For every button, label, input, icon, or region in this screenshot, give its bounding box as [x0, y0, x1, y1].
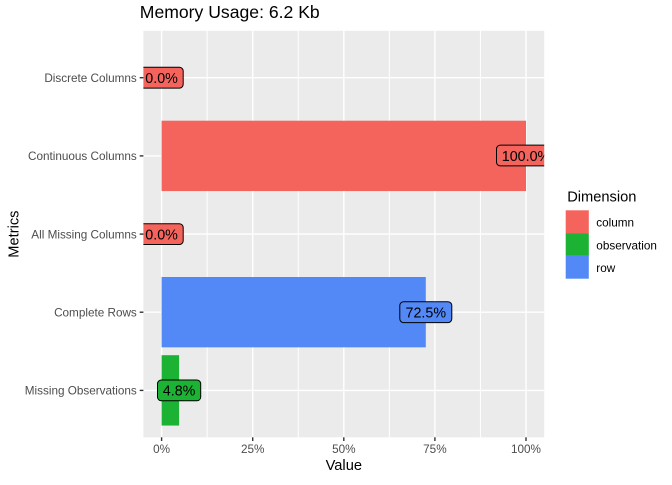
svg-text:0.0%: 0.0% [145, 227, 178, 243]
svg-text:Dimension: Dimension [567, 189, 636, 205]
svg-text:column: column [596, 217, 634, 230]
svg-text:50%: 50% [332, 443, 355, 456]
svg-text:Complete Rows: Complete Rows [54, 306, 137, 319]
svg-text:25%: 25% [241, 443, 264, 456]
svg-text:0%: 0% [153, 443, 170, 456]
svg-text:All Missing Columns: All Missing Columns [31, 228, 137, 241]
svg-text:72.5%: 72.5% [406, 305, 447, 321]
svg-text:Metrics: Metrics [7, 210, 23, 257]
svg-text:row: row [596, 262, 615, 275]
svg-text:Missing Observations: Missing Observations [25, 385, 137, 398]
svg-text:4.8%: 4.8% [163, 384, 196, 400]
svg-text:Memory Usage: 6.2 Kb: Memory Usage: 6.2 Kb [140, 2, 320, 22]
svg-text:100.0%: 100.0% [502, 149, 551, 165]
svg-text:0.0%: 0.0% [145, 71, 178, 87]
svg-text:Discrete Columns: Discrete Columns [44, 72, 137, 85]
svg-text:Value: Value [326, 458, 362, 474]
svg-text:Continuous Columns: Continuous Columns [28, 150, 137, 163]
svg-text:75%: 75% [423, 443, 446, 456]
svg-text:observation: observation [596, 239, 657, 252]
svg-text:100%: 100% [511, 443, 541, 456]
